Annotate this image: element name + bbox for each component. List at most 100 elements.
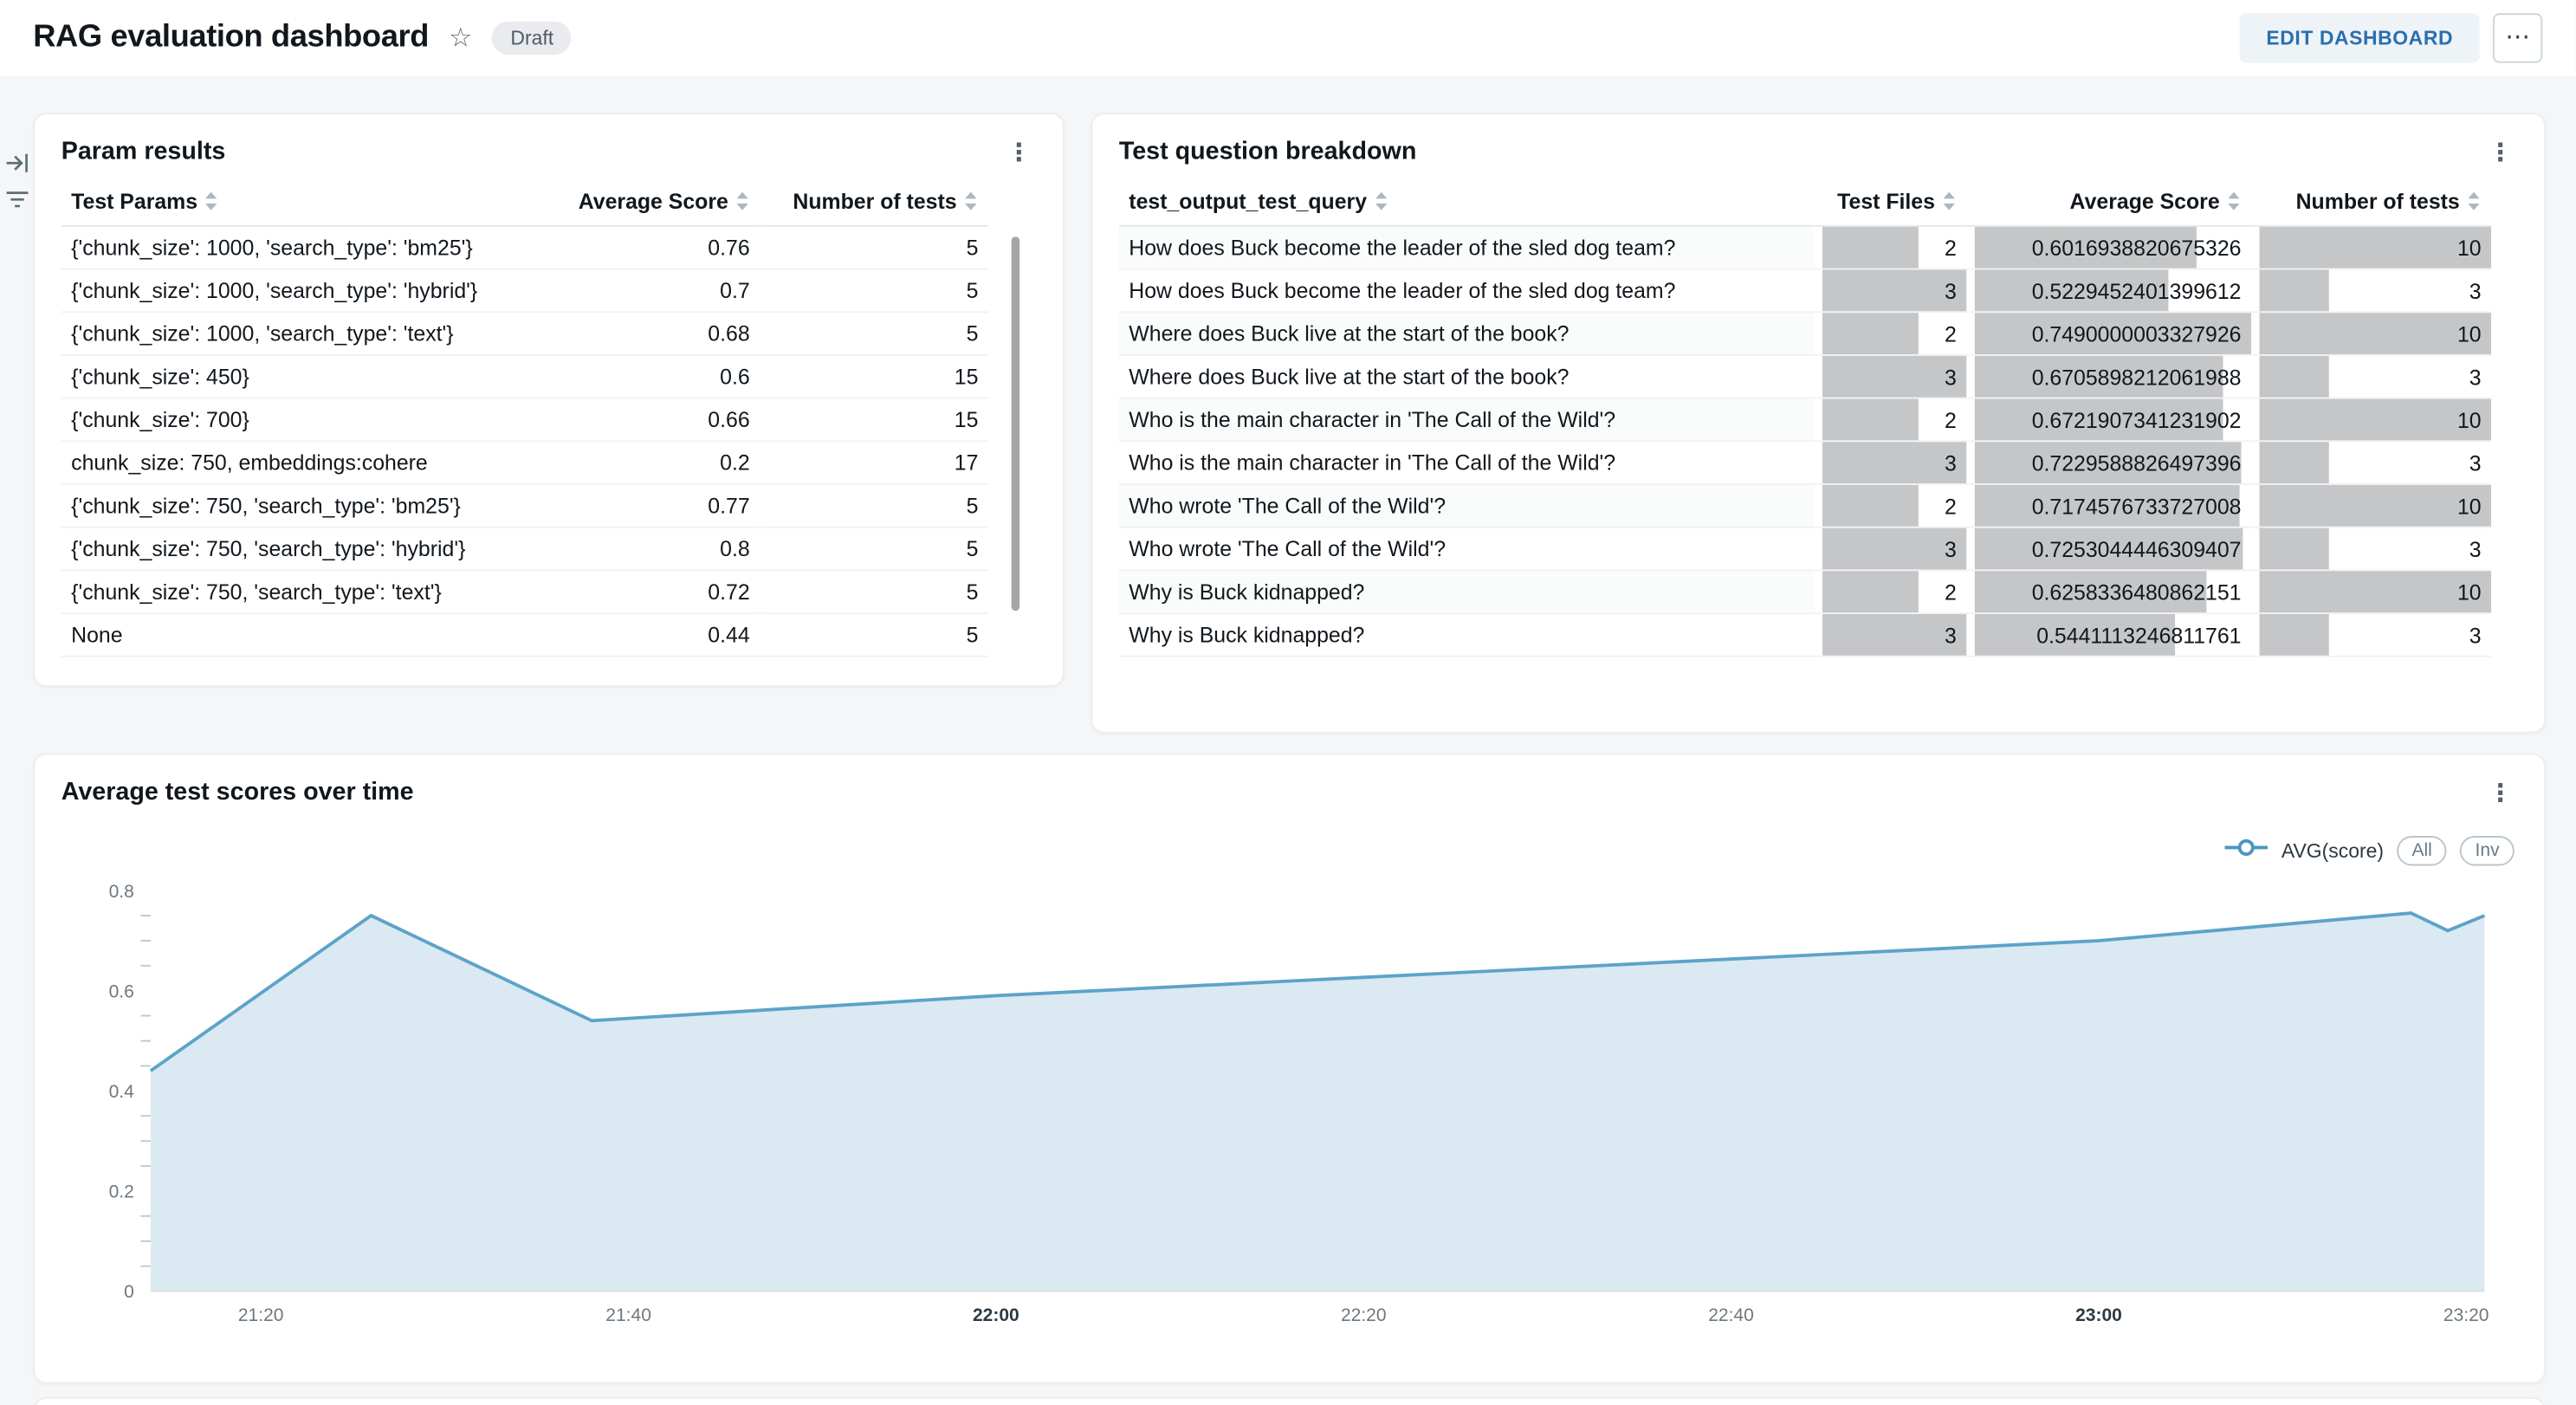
kebab-menu-icon[interactable]: ⋮: [2488, 139, 2513, 168]
table-header-row: Test Params Average Score Number of test…: [61, 177, 988, 227]
table-row[interactable]: Who is the main character in 'The Call o…: [1118, 398, 2492, 443]
bar-cell: 0.7253044446309407: [1966, 527, 2251, 572]
table-scrollbar[interactable]: [1011, 236, 1020, 657]
table-row[interactable]: Who wrote 'The Call of the Wild'? 3 0.7253…: [1118, 527, 2492, 572]
bar-cell: 3: [2250, 613, 2492, 657]
value-cell: 5: [760, 483, 988, 528]
table-row[interactable]: Who wrote 'The Call of the Wild'? 2 0.7174…: [1118, 483, 2492, 528]
bar-value: 3: [1944, 364, 1957, 390]
scores-chart[interactable]: 0 0.2 0.4 0.6 0.8 21:20 21:40 22:00 22:20 22:40 23…: [61, 858, 2521, 1354]
table-row[interactable]: {'chunk_size': 1000, 'search_type': 'tex…: [61, 312, 988, 356]
bar-cell: 10: [2250, 225, 2492, 270]
question-breakdown-title: Test question breakdown: [1118, 137, 1417, 166]
more-options-button[interactable]: ⋯: [2492, 13, 2543, 63]
param-cell: {'chunk_size': 1000, 'search_type': 'hyb…: [61, 269, 559, 314]
table-row[interactable]: Where does Buck live at the start of the…: [1118, 354, 2492, 399]
table-row[interactable]: {'chunk_size': 450} 0.6 15: [61, 354, 988, 399]
bar-cell: 0.7229588826497396: [1966, 441, 2251, 485]
bar-value: 0.6258336480862151: [2031, 579, 2242, 605]
table-row[interactable]: {'chunk_size': 750, 'search_type': 'text…: [61, 570, 988, 614]
table-row[interactable]: chunk_size: 750, embeddings:cohere 0.2 17: [61, 441, 988, 485]
table-row[interactable]: None 0.44 5: [61, 613, 988, 657]
param-cell: {'chunk_size': 750, 'search_type': 'hybr…: [61, 527, 559, 572]
bar-cell: 2: [1814, 483, 1967, 528]
filter-icon[interactable]: [5, 189, 30, 210]
param-cell: {'chunk_size': 750, 'search_type': 'text…: [61, 570, 559, 614]
query-cell: Who is the main character in 'The Call o…: [1118, 441, 1815, 485]
data-bar: [1822, 226, 1919, 269]
data-bar: [1974, 398, 2223, 441]
param-cell: {'chunk_size': 450}: [61, 354, 559, 399]
bar-cell: 2: [1814, 225, 1967, 270]
value-cell: 15: [760, 354, 988, 399]
series-line: [149, 911, 2486, 1072]
header: RAG evaluation dashboard ☆ Draft EDIT DA…: [0, 0, 2576, 76]
param-cell: {'chunk_size': 700}: [61, 398, 559, 443]
table-row[interactable]: {'chunk_size': 750, 'search_type': 'hybr…: [61, 527, 988, 572]
value-cell: 0.72: [558, 570, 761, 614]
param-cell: {'chunk_size': 750, 'search_type': 'bm25…: [61, 483, 559, 528]
value-cell: 5: [760, 269, 988, 314]
series-line-icon[interactable]: [2224, 836, 2269, 865]
bar-value: 3: [2469, 622, 2482, 648]
table-row[interactable]: Why is Buck kidnapped? 3 0.544111324681176…: [1118, 613, 2492, 657]
value-cell: 17: [760, 441, 988, 485]
data-bar: [2259, 226, 2492, 269]
bar-cell: 10: [2250, 570, 2492, 614]
bar-cell: 10: [2250, 398, 2492, 443]
table-row[interactable]: How does Buck become the leader of the s…: [1118, 269, 2492, 314]
value-cell: 0.68: [558, 312, 761, 356]
series-legend-label[interactable]: AVG(score): [2281, 838, 2384, 863]
param-cell: chunk_size: 750, embeddings:cohere: [61, 441, 559, 485]
bar-cell: 2: [1814, 312, 1967, 356]
value-cell: 5: [760, 527, 988, 572]
table-row[interactable]: Why is Buck kidnapped? 2 0.625833648086215…: [1118, 570, 2492, 614]
kebab-menu-icon[interactable]: ⋮: [1006, 139, 1032, 168]
column-header-number-of-tests[interactable]: Number of tests: [2250, 177, 2492, 227]
data-bar: [1822, 484, 1919, 527]
table-row[interactable]: {'chunk_size': 700} 0.66 15: [61, 398, 988, 443]
edit-dashboard-button[interactable]: EDIT DASHBOARD: [2239, 13, 2480, 63]
param-cell: None: [61, 613, 559, 657]
bar-value: 2: [1944, 493, 1957, 519]
table-row[interactable]: {'chunk_size': 1000, 'search_type': 'bm2…: [61, 225, 988, 270]
y-tick-label: 0: [124, 1282, 134, 1302]
table-row[interactable]: Where does Buck live at the start of the…: [1118, 312, 2492, 356]
data-bar: [2259, 613, 2329, 656]
y-tick-label: 0.6: [109, 981, 134, 1001]
bar-cell: 0.5229452401399612: [1966, 269, 2251, 314]
query-cell: How does Buck become the leader of the s…: [1118, 225, 1815, 270]
question-breakdown-card: Test question breakdown ⋮ test_output_te…: [1091, 112, 2547, 734]
legend-all-button[interactable]: All: [2397, 836, 2448, 866]
bar-cell: 3: [1814, 354, 1967, 399]
bar-value: 3: [1944, 278, 1957, 303]
column-header-average-score[interactable]: Average Score: [558, 177, 761, 227]
bar-value: 0.6016938820675326: [2031, 235, 2242, 261]
expand-panel-icon[interactable]: [5, 152, 30, 174]
column-header-test-files[interactable]: Test Files: [1814, 177, 1967, 227]
bar-value: 3: [1944, 536, 1957, 561]
kebab-menu-icon[interactable]: ⋮: [2488, 780, 2513, 808]
table-row[interactable]: {'chunk_size': 750, 'search_type': 'bm25…: [61, 483, 988, 528]
param-cell: {'chunk_size': 1000, 'search_type': 'tex…: [61, 312, 559, 356]
bar-value: 0.5441113246811761: [2036, 622, 2242, 648]
bar-value: 0.6705898212061988: [2031, 364, 2242, 390]
data-bar: [1822, 442, 1967, 484]
table-row[interactable]: {'chunk_size': 1000, 'search_type': 'hyb…: [61, 269, 988, 314]
column-header-average-score[interactable]: Average Score: [1966, 177, 2251, 227]
value-cell: 0.2: [558, 441, 761, 485]
column-header-test-query[interactable]: test_output_test_query: [1118, 177, 1815, 227]
scrollbar-thumb[interactable]: [1011, 236, 1020, 612]
param-results-title: Param results: [61, 137, 226, 166]
column-header-test-params[interactable]: Test Params: [61, 177, 559, 227]
favorite-star-icon[interactable]: ☆: [449, 24, 473, 54]
table-row[interactable]: Who is the main character in 'The Call o…: [1118, 441, 2492, 485]
legend-inv-button[interactable]: Inv: [2460, 836, 2515, 866]
status-badge: Draft: [492, 21, 573, 55]
value-cell: 5: [760, 570, 988, 614]
column-header-number-of-tests[interactable]: Number of tests: [760, 177, 988, 227]
bar-cell: 0.5441113246811761: [1966, 613, 2251, 657]
x-tick-label: 22:40: [1708, 1305, 1754, 1325]
data-bar: [2259, 571, 2492, 613]
table-row[interactable]: How does Buck become the leader of the s…: [1118, 225, 2492, 270]
